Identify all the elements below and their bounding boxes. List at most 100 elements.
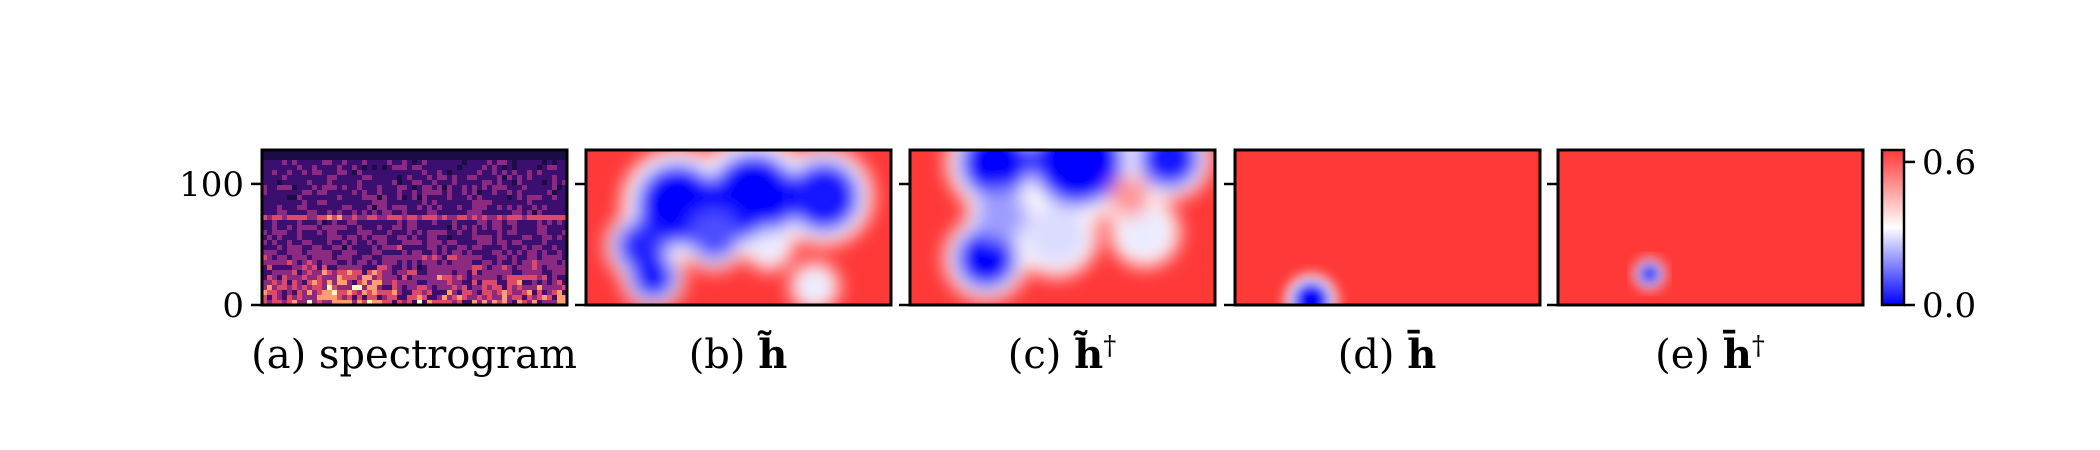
spectrogram-cell bbox=[367, 190, 372, 195]
spectrogram-cell bbox=[422, 185, 427, 190]
spectrogram-cell bbox=[547, 160, 552, 165]
spectrogram-cell bbox=[297, 210, 302, 215]
spectrogram-cell bbox=[537, 245, 542, 250]
spectrogram-cell bbox=[377, 255, 382, 260]
spectrogram-cell bbox=[442, 260, 447, 265]
spectrogram-cell bbox=[262, 290, 267, 295]
spectrogram-cell bbox=[517, 250, 522, 255]
spectrogram-cell bbox=[307, 280, 312, 285]
spectrogram-cell bbox=[402, 250, 407, 255]
spectrogram-cell bbox=[297, 185, 302, 190]
spectrogram-cell bbox=[467, 270, 472, 275]
spectrogram-cell bbox=[517, 265, 522, 270]
spectrogram-cell bbox=[412, 295, 417, 300]
spectrogram-cell bbox=[557, 255, 562, 260]
spectrogram-cell bbox=[272, 230, 277, 235]
spectrogram-cell bbox=[282, 265, 287, 270]
spectrogram-cell bbox=[377, 285, 382, 290]
spectrogram-cell bbox=[497, 235, 502, 240]
spectrogram-cell bbox=[457, 240, 462, 245]
spectrogram-cell bbox=[492, 240, 497, 245]
spectrogram-cell bbox=[437, 195, 442, 200]
spectrogram-cell bbox=[532, 280, 537, 285]
spectrogram-cell bbox=[412, 245, 417, 250]
spectrogram-cell bbox=[522, 260, 527, 265]
spectrogram-cell bbox=[307, 165, 312, 170]
spectrogram-cell bbox=[432, 280, 437, 285]
spectrogram-cell bbox=[402, 165, 407, 170]
spectrogram-cell bbox=[557, 280, 562, 285]
spectrogram-cell bbox=[477, 255, 482, 260]
spectrogram-cell bbox=[297, 200, 302, 205]
spectrogram-cell bbox=[292, 190, 297, 195]
spectrogram-cell bbox=[352, 290, 357, 295]
spectrogram-cell bbox=[537, 235, 542, 240]
spectrogram-cell bbox=[432, 175, 437, 180]
spectrogram-cell bbox=[507, 235, 512, 240]
spectrogram-cell bbox=[402, 295, 407, 300]
spectrogram-cell bbox=[412, 170, 417, 175]
spectrogram-cell bbox=[442, 230, 447, 235]
spectrogram-cell bbox=[372, 285, 377, 290]
spectrogram-cell bbox=[337, 230, 342, 235]
spectrogram-cell bbox=[527, 255, 532, 260]
spectrogram-cell bbox=[347, 220, 352, 225]
spectrogram-cell bbox=[417, 275, 422, 280]
spectrogram-cell bbox=[482, 220, 487, 225]
spectrogram-cell bbox=[522, 280, 527, 285]
spectrogram-cell bbox=[462, 245, 467, 250]
spectrogram-cell bbox=[302, 215, 307, 220]
spectrogram-cell bbox=[392, 165, 397, 170]
spectrogram-cell bbox=[502, 240, 507, 245]
spectrogram-cell bbox=[292, 260, 297, 265]
spectrogram-cell bbox=[552, 215, 557, 220]
spectrogram-cell bbox=[332, 210, 337, 215]
spectrogram-cell bbox=[302, 210, 307, 215]
spectrogram-cell bbox=[332, 150, 337, 155]
spectrogram-cell bbox=[552, 160, 557, 165]
spectrogram-cell bbox=[552, 185, 557, 190]
spectrogram-cell bbox=[537, 255, 542, 260]
spectrogram-cell bbox=[267, 180, 272, 185]
spectrogram-cell bbox=[327, 255, 332, 260]
spectrogram-cell bbox=[527, 205, 532, 210]
panel-frame-c bbox=[908, 148, 1217, 307]
spectrogram-cell bbox=[452, 155, 457, 160]
spectrogram-cell bbox=[557, 250, 562, 255]
spectrogram-cell bbox=[412, 220, 417, 225]
spectrogram-cell bbox=[542, 240, 547, 245]
spectrogram-cell bbox=[347, 165, 352, 170]
spectrogram-cell bbox=[482, 240, 487, 245]
spectrogram-cell bbox=[322, 200, 327, 205]
spectrogram-cell bbox=[327, 175, 332, 180]
spectrogram-cell bbox=[282, 240, 287, 245]
spectrogram-cell bbox=[347, 150, 352, 155]
spectrogram-cell bbox=[467, 255, 472, 260]
spectrogram-cell bbox=[337, 235, 342, 240]
spectrogram-cell bbox=[372, 255, 377, 260]
spectrogram-cell bbox=[502, 210, 507, 215]
spectrogram-cell bbox=[372, 220, 377, 225]
spectrogram-cell bbox=[372, 250, 377, 255]
spectrogram-cell bbox=[542, 295, 547, 300]
spectrogram-cell bbox=[432, 190, 437, 195]
spectrogram-cell bbox=[422, 175, 427, 180]
spectrogram-cell bbox=[437, 180, 442, 185]
spectrogram-cell bbox=[517, 270, 522, 275]
spectrogram-cell bbox=[487, 240, 492, 245]
spectrogram-cell bbox=[267, 190, 272, 195]
spectrogram-cell bbox=[372, 290, 377, 295]
spectrogram-cell bbox=[527, 285, 532, 290]
spectrogram-cell bbox=[307, 265, 312, 270]
spectrogram-cell bbox=[322, 180, 327, 185]
spectrogram-cell bbox=[282, 215, 287, 220]
spectrogram-cell bbox=[282, 200, 287, 205]
spectrogram-cell bbox=[367, 185, 372, 190]
spectrogram-cell bbox=[417, 295, 422, 300]
spectrogram-cell bbox=[472, 255, 477, 260]
spectrogram-cell bbox=[387, 155, 392, 160]
spectrogram-cell bbox=[272, 220, 277, 225]
spectrogram-cell bbox=[327, 290, 332, 295]
spectrogram-cell bbox=[542, 170, 547, 175]
spectrogram-cell bbox=[557, 270, 562, 275]
